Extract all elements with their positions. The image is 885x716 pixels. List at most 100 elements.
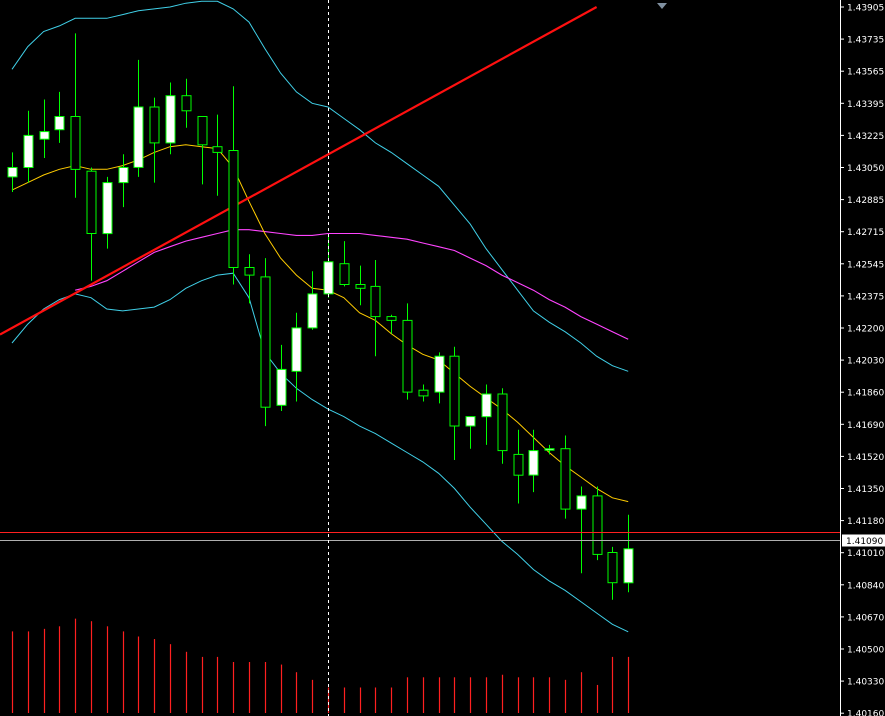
candle[interactable] bbox=[260, 258, 271, 427]
price-tick-label: 1.43050 bbox=[847, 164, 884, 174]
candle[interactable] bbox=[307, 271, 318, 330]
candle-body bbox=[244, 267, 255, 276]
price-tick-label: 1.41180 bbox=[847, 517, 884, 527]
candle-body bbox=[339, 263, 350, 286]
candle-body bbox=[497, 393, 508, 452]
candle-body bbox=[607, 552, 618, 584]
candle[interactable] bbox=[197, 116, 208, 185]
candle[interactable] bbox=[228, 86, 239, 285]
candle[interactable] bbox=[291, 312, 302, 402]
current-price-badge bbox=[842, 534, 885, 547]
candle[interactable] bbox=[70, 33, 81, 198]
candle[interactable] bbox=[86, 167, 97, 281]
price-tick-label: 1.43905 bbox=[847, 4, 884, 14]
scroll-marker-icon[interactable] bbox=[657, 3, 667, 9]
candle[interactable] bbox=[607, 546, 618, 600]
candle-body bbox=[418, 389, 429, 397]
price-tick-label: 1.41010 bbox=[847, 549, 884, 559]
candle-body bbox=[260, 276, 271, 408]
moving-average-fast-line bbox=[11, 144, 629, 503]
candle-body bbox=[402, 319, 413, 393]
price-tick-label: 1.40160 bbox=[847, 710, 884, 716]
candle-body bbox=[623, 548, 634, 584]
candle[interactable] bbox=[39, 99, 50, 159]
current-price-label: 1.41090 bbox=[846, 537, 883, 547]
candle-body bbox=[291, 327, 302, 372]
price-tick-label: 1.41350 bbox=[847, 485, 884, 495]
candle[interactable] bbox=[402, 303, 413, 400]
price-tick-label: 1.41520 bbox=[847, 453, 884, 463]
candle-body bbox=[39, 131, 50, 140]
candle[interactable] bbox=[544, 444, 555, 455]
candle[interactable] bbox=[560, 435, 571, 519]
candle[interactable] bbox=[481, 384, 492, 445]
candle[interactable] bbox=[212, 114, 223, 196]
candle[interactable] bbox=[355, 265, 366, 306]
candle-body bbox=[133, 106, 144, 168]
price-tick-label: 1.41690 bbox=[847, 421, 884, 431]
price-tick-label: 1.41860 bbox=[847, 389, 884, 399]
price-levels bbox=[0, 532, 840, 541]
trendline[interactable] bbox=[0, 6, 598, 336]
candle-body bbox=[70, 116, 81, 170]
price-tick-label: 1.43735 bbox=[847, 36, 884, 46]
candle-body bbox=[576, 495, 587, 510]
candle-body bbox=[465, 416, 476, 427]
price-tick-label: 1.40670 bbox=[847, 613, 884, 623]
candle[interactable] bbox=[7, 152, 18, 192]
candle-body bbox=[434, 355, 445, 393]
candle[interactable] bbox=[449, 346, 460, 460]
candle[interactable] bbox=[497, 388, 508, 464]
candle-body bbox=[212, 146, 223, 153]
candle[interactable] bbox=[149, 97, 160, 183]
candle-body bbox=[544, 448, 555, 451]
candle[interactable] bbox=[276, 344, 287, 411]
price-tick-label: 1.42715 bbox=[847, 228, 884, 238]
candle-body bbox=[165, 95, 176, 144]
trendline-group[interactable] bbox=[0, 6, 598, 336]
candle[interactable] bbox=[386, 314, 397, 334]
price-tick-label: 1.42030 bbox=[847, 357, 884, 367]
candle[interactable] bbox=[434, 352, 445, 404]
candle-body bbox=[386, 316, 397, 321]
candle[interactable] bbox=[102, 176, 113, 249]
candle[interactable] bbox=[165, 82, 176, 155]
price-tick-label: 1.42885 bbox=[847, 196, 884, 206]
price-axis[interactable]: 1.43905 1.43735 1.43565 1.43395 1.43225 1.430… bbox=[840, 0, 885, 716]
candle-body bbox=[481, 393, 492, 418]
indicator-lines bbox=[11, 0, 629, 633]
candle[interactable] bbox=[54, 91, 65, 143]
price-tick-label: 1.40840 bbox=[847, 581, 884, 591]
candle[interactable] bbox=[418, 384, 429, 402]
candle[interactable] bbox=[592, 486, 603, 561]
volume-bars bbox=[11, 618, 630, 713]
candle-body bbox=[54, 116, 65, 131]
price-tick-label: 1.40500 bbox=[847, 646, 884, 656]
candle[interactable] bbox=[133, 59, 144, 177]
candle[interactable] bbox=[118, 154, 129, 208]
candle-body bbox=[23, 134, 34, 168]
candle-body bbox=[528, 450, 539, 476]
candle[interactable] bbox=[339, 241, 350, 287]
candle-body bbox=[513, 453, 524, 476]
moving-average-slow-line bbox=[75, 229, 629, 340]
candle[interactable] bbox=[623, 514, 634, 593]
candle[interactable] bbox=[528, 429, 539, 493]
candle[interactable] bbox=[370, 260, 381, 357]
candles[interactable] bbox=[7, 33, 634, 600]
candle[interactable] bbox=[576, 486, 587, 574]
candle-body bbox=[276, 368, 287, 406]
candle-body bbox=[197, 116, 208, 146]
candle-body bbox=[560, 448, 571, 510]
price-tick-label: 1.42200 bbox=[847, 325, 884, 335]
candle[interactable] bbox=[465, 416, 476, 449]
candle[interactable] bbox=[181, 78, 192, 128]
candle[interactable] bbox=[23, 110, 34, 183]
candle-body bbox=[102, 182, 113, 235]
price-tick-label: 1.43565 bbox=[847, 68, 884, 78]
candle[interactable] bbox=[513, 429, 524, 504]
candle[interactable] bbox=[244, 254, 255, 304]
candle-body bbox=[181, 95, 192, 112]
price-tick-label: 1.40330 bbox=[847, 678, 884, 688]
